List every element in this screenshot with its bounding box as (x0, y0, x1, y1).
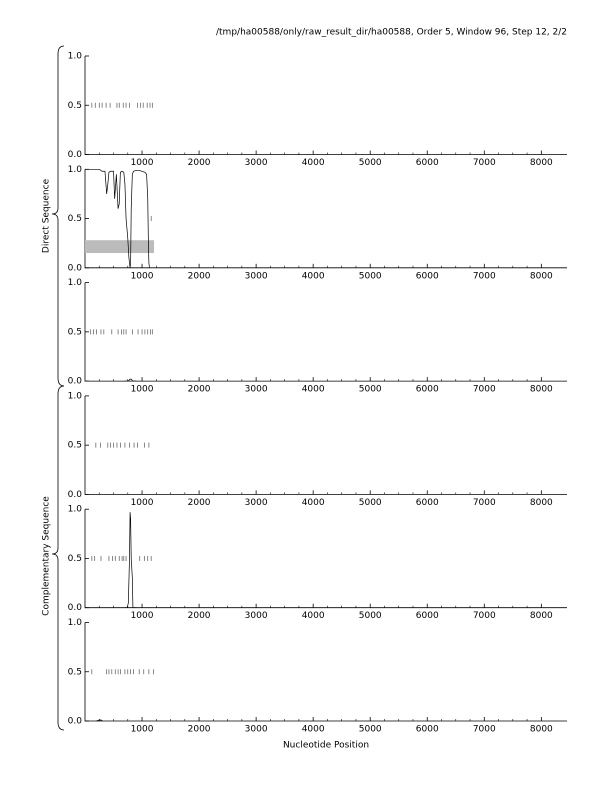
y-tick-label: 0.0 (68, 150, 83, 160)
x-tick-label: 4000 (302, 271, 325, 281)
x-tick-label: 6000 (416, 725, 439, 735)
x-tick-label: 7000 (473, 725, 496, 735)
x-tick-label: 7000 (473, 271, 496, 281)
x-tick-label: 1000 (131, 611, 154, 621)
y-tick-label: 1.0 (68, 165, 83, 175)
y-tick-label: 0.0 (68, 263, 83, 273)
x-tick-label: 1000 (131, 498, 154, 508)
y-tick-label: 1.0 (68, 618, 83, 628)
x-tick-label: 2000 (188, 725, 211, 735)
x-tick-label: 2000 (188, 158, 211, 168)
y-tick-label: 1.0 (68, 52, 83, 62)
x-tick-label: 5000 (359, 498, 382, 508)
x-tick-label: 8000 (530, 725, 553, 735)
x-tick-label: 3000 (245, 271, 268, 281)
x-tick-label: 3000 (245, 611, 268, 621)
x-tick-label: 2000 (188, 498, 211, 508)
y-tick-label: 1.0 (68, 505, 83, 515)
axis (84, 282, 567, 382)
x-tick-label: 5000 (359, 385, 382, 395)
x-tick-label: 6000 (416, 498, 439, 508)
probability-line (96, 719, 103, 722)
x-axis-label: Nucleotide Position (283, 741, 369, 751)
x-tick-label: 4000 (302, 725, 325, 735)
x-tick-label: 5000 (359, 158, 382, 168)
axis (84, 169, 567, 269)
axis (84, 395, 567, 495)
x-tick-label: 2000 (188, 271, 211, 281)
x-tick-label: 4000 (302, 385, 325, 395)
y-tick-label: 0.5 (68, 441, 82, 451)
bracket (51, 45, 65, 387)
x-tick-label: 6000 (416, 271, 439, 281)
y-tick-label: 0.0 (68, 490, 83, 500)
x-tick-label: 8000 (530, 158, 553, 168)
y-tick-label: 0.5 (68, 101, 82, 111)
x-tick-label: 1000 (131, 725, 154, 735)
bracket (51, 385, 65, 731)
y-tick-label: 0.0 (68, 717, 83, 727)
x-tick-label: 8000 (530, 611, 553, 621)
y-tick-label: 0.5 (68, 214, 82, 224)
x-tick-label: 1000 (131, 271, 154, 281)
x-tick-label: 3000 (245, 725, 268, 735)
probability-line (85, 168, 150, 268)
y-tick-label: 0.5 (68, 327, 82, 337)
x-tick-label: 1000 (131, 158, 154, 168)
x-tick-label: 3000 (245, 385, 268, 395)
x-tick-label: 6000 (416, 158, 439, 168)
x-tick-label: 8000 (530, 271, 553, 281)
y-tick-label: 1.0 (68, 278, 83, 288)
x-tick-label: 7000 (473, 158, 496, 168)
gene-region (85, 240, 155, 254)
x-tick-label: 5000 (359, 271, 382, 281)
axis (84, 622, 567, 722)
x-tick-label: 3000 (245, 158, 268, 168)
x-tick-label: 7000 (473, 498, 496, 508)
y-tick-label: 0.5 (68, 667, 82, 677)
x-tick-label: 5000 (359, 725, 382, 735)
x-tick-label: 7000 (473, 385, 496, 395)
x-tick-label: 8000 (530, 385, 553, 395)
x-tick-label: 2000 (188, 385, 211, 395)
y-tick-label: 0.5 (68, 554, 82, 564)
x-tick-label: 4000 (302, 611, 325, 621)
probability-line (124, 378, 137, 382)
x-tick-label: 6000 (416, 611, 439, 621)
x-tick-label: 4000 (302, 158, 325, 168)
y-tick-label: 1.0 (68, 391, 83, 401)
probability-line (124, 512, 137, 609)
x-tick-label: 2000 (188, 611, 211, 621)
y-tick-label: 0.0 (68, 603, 83, 613)
x-tick-label: 4000 (302, 498, 325, 508)
axis (84, 509, 567, 609)
axis (84, 56, 567, 155)
x-tick-label: 1000 (131, 385, 154, 395)
x-tick-label: 3000 (245, 498, 268, 508)
page-header: /tmp/ha00588/only/raw_result_dir/ha00588… (216, 28, 567, 38)
y-axis-label: Direct Sequence (42, 178, 52, 253)
x-tick-label: 5000 (359, 611, 382, 621)
x-tick-label: 7000 (473, 611, 496, 621)
x-tick-label: 8000 (530, 498, 553, 508)
x-tick-label: 6000 (416, 385, 439, 395)
y-axis-label: Complementary Sequence (42, 496, 52, 616)
y-tick-label: 0.0 (68, 377, 83, 387)
